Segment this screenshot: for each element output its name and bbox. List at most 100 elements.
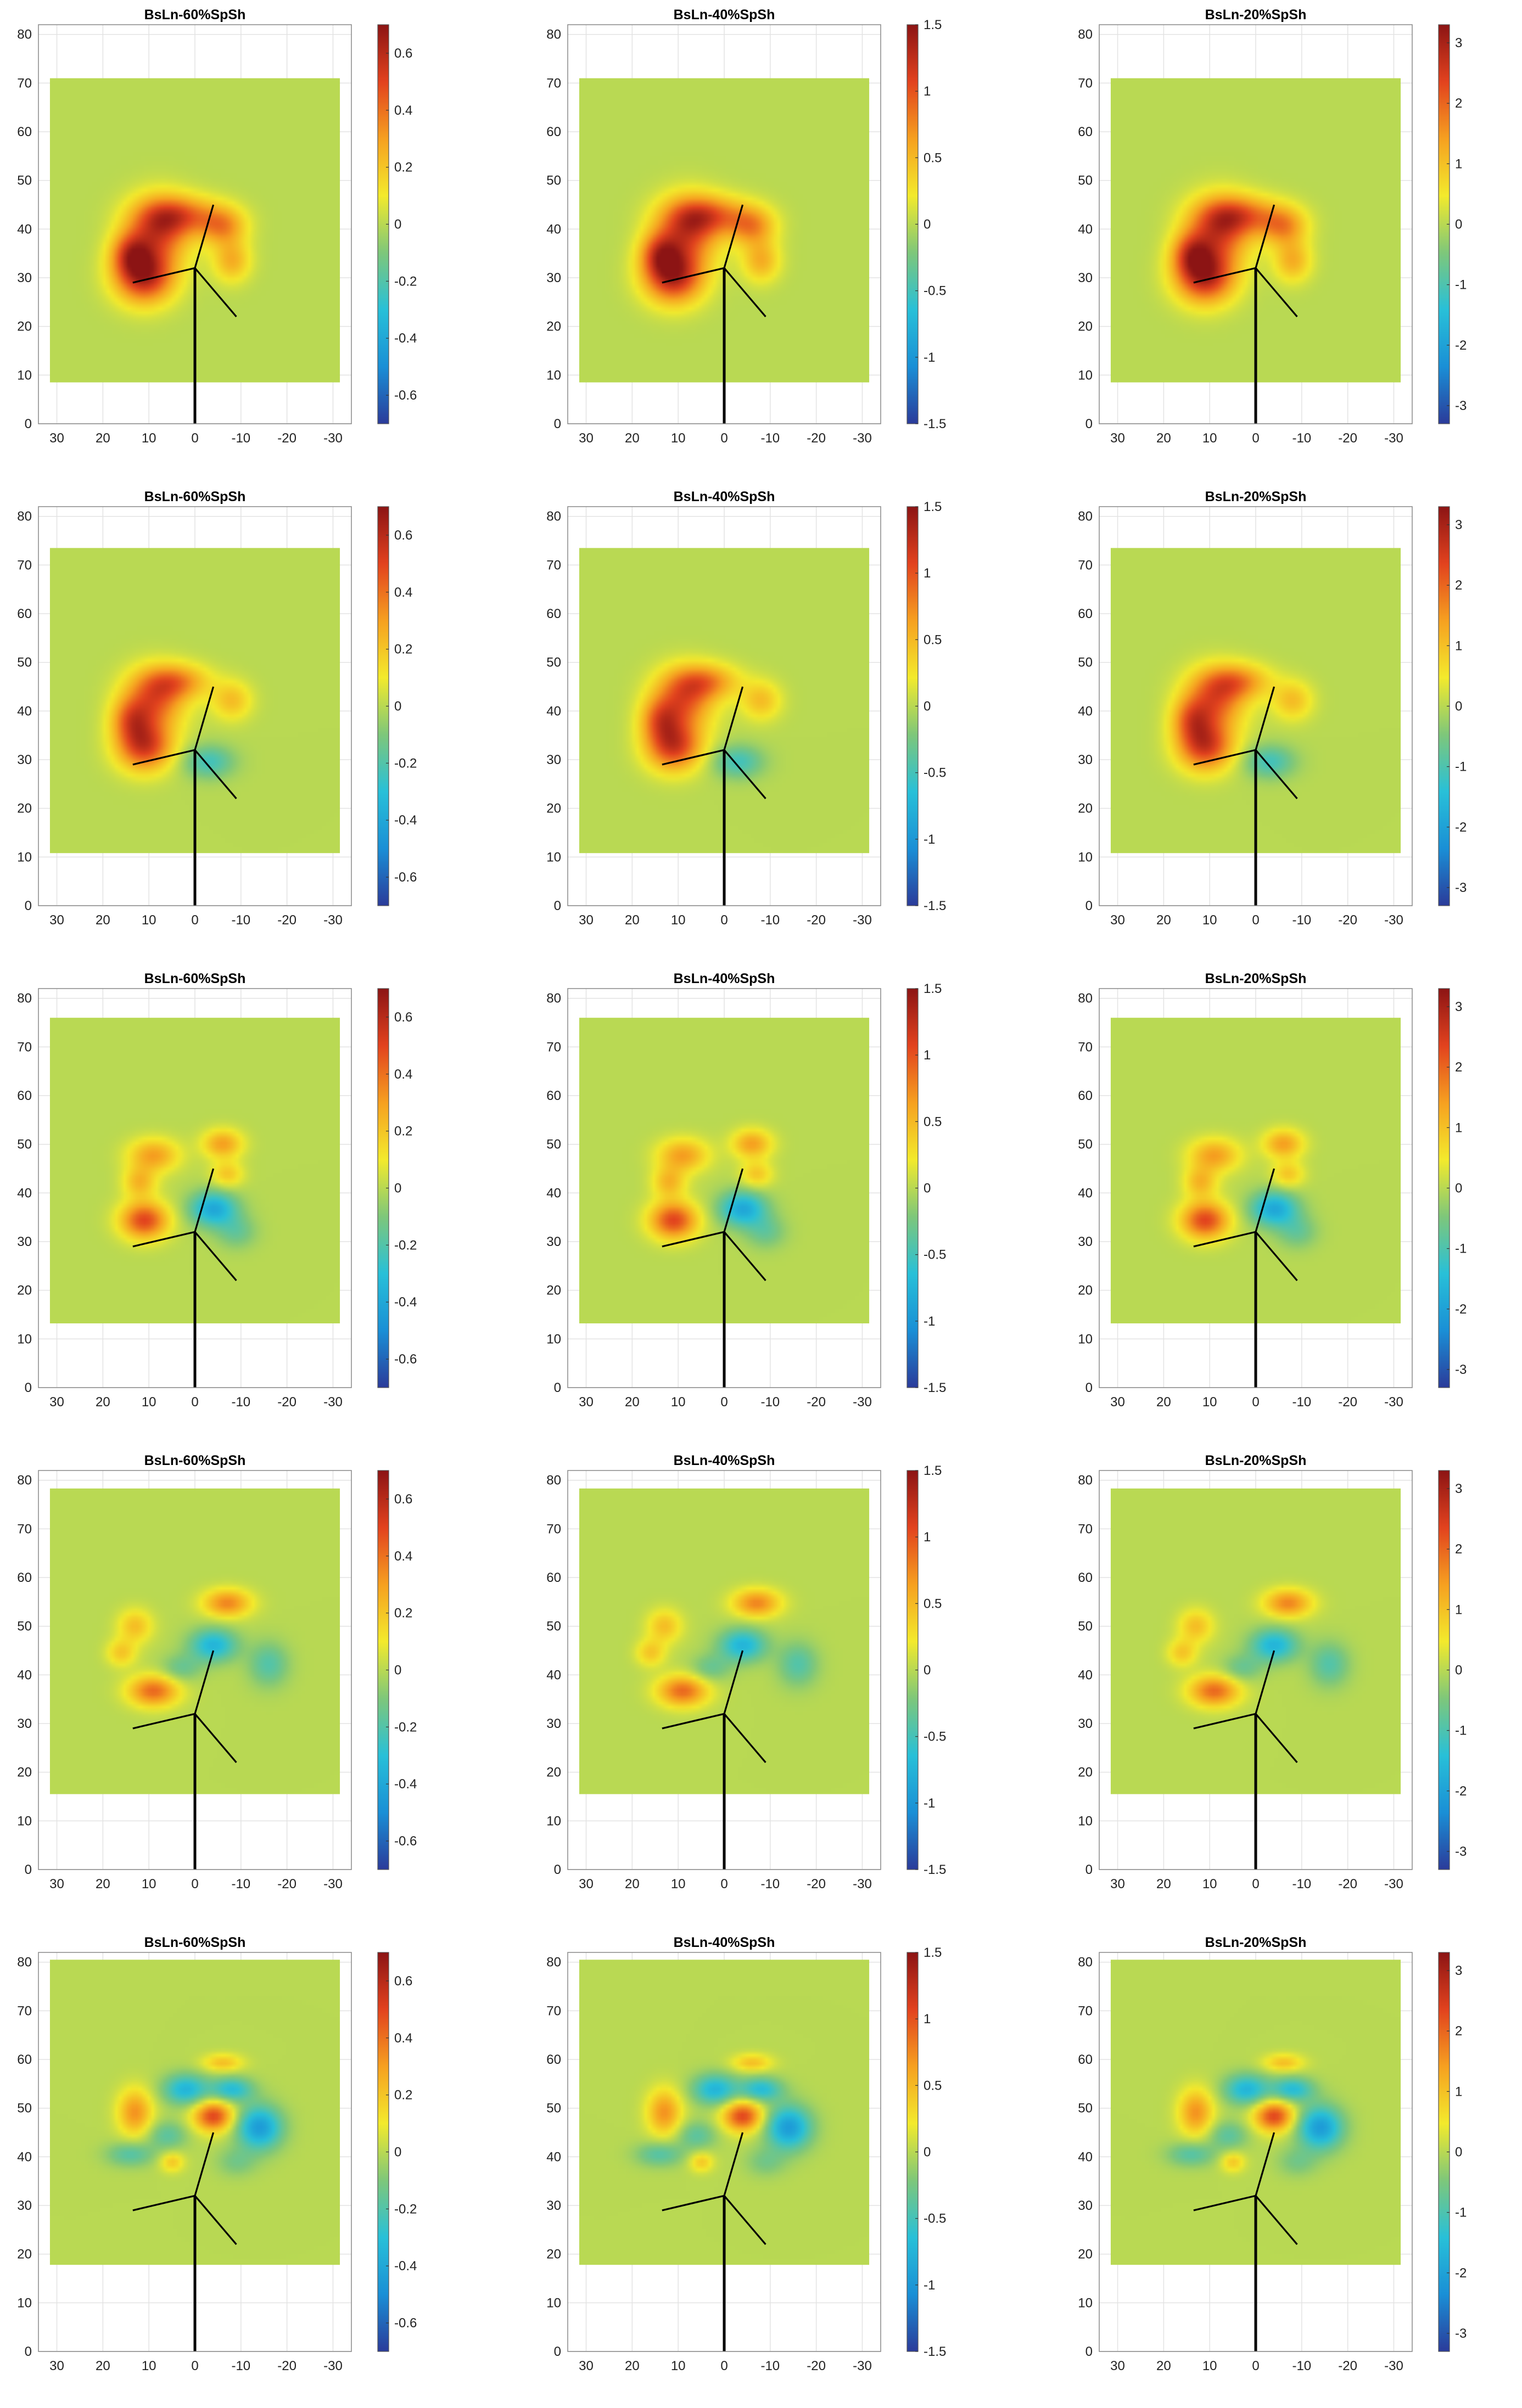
panel-title: BsLn-40%SpSh: [674, 971, 775, 986]
x-tick-label: -20: [1338, 2359, 1357, 2373]
turbine-blade: [1255, 749, 1298, 799]
x-tick-label: 10: [142, 1877, 156, 1891]
y-tick-label: 80: [546, 991, 561, 1006]
heatmap-svg: BsLn-60%SpSh 30 20 10 0 -10 -20 -30 0 10 20 30 40 50 6…: [17, 7, 417, 446]
colorbar-tick-label: -2: [1455, 1784, 1467, 1799]
x-tick-label: -20: [1338, 1877, 1357, 1891]
colorbar-tick-label: 1: [924, 2012, 931, 2027]
axes-frame: [38, 988, 352, 1388]
axes-frame: [38, 506, 352, 906]
y-tick-label: 60: [17, 607, 32, 621]
colorbar-tick-label: 0: [394, 1663, 401, 1678]
colorbar-tick-label: 3: [1455, 518, 1462, 532]
turbine-blade: [723, 749, 766, 799]
x-tick-label: 30: [49, 2359, 64, 2373]
x-tick-label: 30: [1110, 2359, 1125, 2373]
colorbar-tick-label: -1.5: [924, 1862, 946, 1877]
y-tick-label: 20: [1078, 1283, 1093, 1298]
y-tick-label: 10: [1078, 1332, 1093, 1346]
x-tick-label: -10: [231, 913, 250, 928]
y-tick-label: 40: [1078, 1186, 1093, 1200]
y-tick-label: 40: [1078, 1668, 1093, 1682]
colorbar-tick-label: -0.4: [394, 331, 417, 346]
colorbar-tick-label: -1: [1455, 1242, 1467, 1256]
colorbar-tick-label: -0.5: [924, 766, 946, 781]
colorbar-tick-label: 0: [924, 699, 931, 714]
axes-frame: [1099, 1470, 1413, 1870]
colorbar-tick-label: 0.5: [924, 150, 942, 165]
y-tick-label: 50: [546, 173, 561, 188]
x-tick-label: -20: [277, 913, 296, 928]
turbine-blade: [194, 686, 215, 750]
colorbar-tick-label: 2: [1455, 96, 1462, 111]
colorbar-tick-label: 0: [394, 699, 401, 714]
x-tick-label: -20: [277, 431, 296, 446]
turbine-blade: [194, 1168, 215, 1232]
x-tick-label: 0: [191, 1877, 198, 1891]
colorbar-tick-label: 0: [1455, 217, 1462, 232]
y-tick-label: 0: [1085, 2344, 1093, 2359]
y-tick-label: 60: [17, 1570, 32, 1585]
x-tick-label: -20: [807, 1877, 826, 1891]
heatmap-panel: BsLn-40%SpSh 30 20 10 0 -10 -20 -30 0 10 20 30 40 50 6…: [529, 482, 991, 959]
x-tick-label: 0: [720, 2359, 728, 2373]
colorbar-tick-label: -0.2: [394, 274, 417, 289]
colorbar-tick-label: -0.6: [394, 1352, 417, 1367]
turbine-blade: [1255, 267, 1298, 317]
axes-frame: [567, 506, 881, 906]
x-tick-label: 20: [1156, 431, 1171, 446]
x-tick-label: -10: [231, 2359, 250, 2373]
turbine-blade: [194, 1231, 237, 1281]
heatmap-panel: BsLn-40%SpSh 30 20 10 0 -10 -20 -30 0 10 20 30 40 50 6…: [529, 1446, 991, 1923]
colorbar-tick-label: -1: [924, 2278, 935, 2293]
y-tick-label: 10: [1078, 2295, 1093, 2310]
colorbar-tick-label: -3: [1455, 2326, 1467, 2341]
x-tick-label: -10: [1292, 1877, 1311, 1891]
turbine-blade: [662, 2194, 725, 2211]
colorbar-tick-label: 0.6: [394, 1974, 412, 1989]
x-tick-label: 20: [1156, 1395, 1171, 1410]
y-tick-label: 80: [17, 509, 32, 524]
colorbar-tick-label: 0.2: [394, 1124, 412, 1139]
x-tick-label: 10: [142, 1395, 156, 1410]
x-tick-label: -20: [277, 2359, 296, 2373]
colorbar-tick-label: -0.6: [394, 388, 417, 403]
x-tick-label: 30: [579, 1395, 594, 1410]
heatmap-svg: BsLn-60%SpSh 30 20 10 0 -10 -20 -30 0 10 20 30 40 50 6…: [17, 489, 417, 928]
turbine-blade: [194, 1713, 237, 1763]
x-tick-label: -30: [1384, 1877, 1403, 1891]
turbine-blade: [723, 1168, 744, 1232]
colorbar-tick-label: 0.5: [924, 1114, 942, 1129]
turbine-blade: [132, 1231, 195, 1248]
y-tick-label: 40: [1078, 2149, 1093, 2164]
colorbar-tick-label: -0.5: [924, 1248, 946, 1262]
y-tick-label: 60: [546, 607, 561, 621]
y-tick-label: 30: [17, 1234, 32, 1249]
axes-frame: [567, 1470, 881, 1870]
y-tick-label: 30: [1078, 271, 1093, 285]
x-tick-label: -10: [231, 431, 250, 446]
colorbar-tick-label: -0.2: [394, 2202, 417, 2216]
y-tick-label: 40: [546, 1186, 561, 1200]
colorbar-tick-label: 0: [924, 1181, 931, 1196]
y-tick-label: 30: [1078, 1716, 1093, 1731]
y-tick-label: 40: [546, 222, 561, 237]
y-tick-label: 50: [17, 2101, 32, 2116]
y-tick-label: 30: [546, 2198, 561, 2213]
colorbar-tick-label: 1: [1455, 156, 1462, 171]
y-tick-label: 20: [17, 801, 32, 816]
y-tick-label: 0: [554, 1862, 561, 1877]
y-tick-label: 70: [546, 76, 561, 91]
turbine-blade: [723, 2195, 766, 2245]
colorbar-tick-label: -1: [1455, 760, 1467, 774]
y-tick-label: 50: [17, 655, 32, 670]
y-tick-label: 50: [1078, 1619, 1093, 1634]
x-tick-label: 10: [1202, 913, 1217, 928]
y-tick-label: 80: [546, 1473, 561, 1488]
turbine-blade: [132, 1713, 195, 1730]
turbine-blade: [723, 204, 744, 268]
x-tick-label: -30: [1384, 2359, 1403, 2373]
